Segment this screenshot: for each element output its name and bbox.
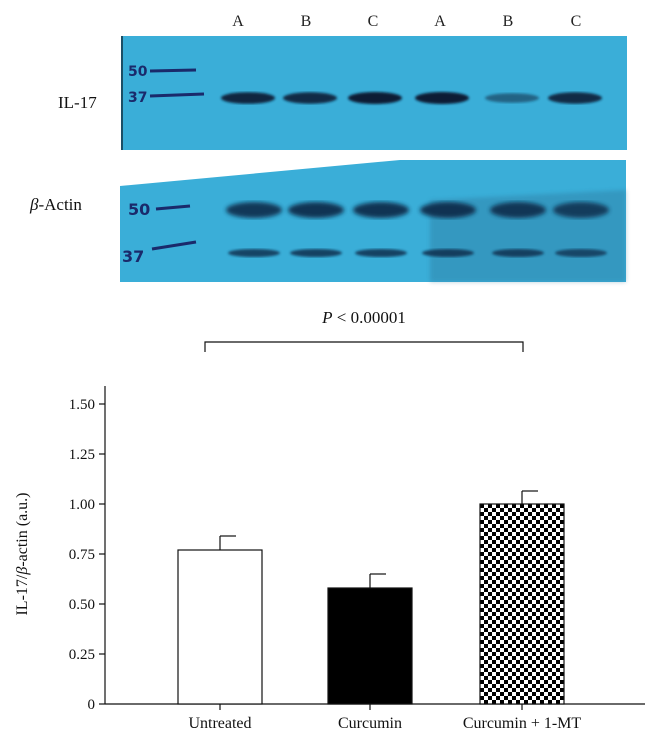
y-tick-label: 0	[88, 697, 96, 713]
actin-band-upper	[420, 202, 476, 218]
p-value-label: P < 0.00001	[321, 308, 406, 327]
x-tick-label: Curcumin + 1-MT	[463, 715, 582, 732]
actin-band-upper	[288, 202, 344, 218]
panel-label-actin: β-Actin	[29, 195, 82, 214]
ylabel-part: IL-17/	[14, 574, 31, 615]
significance-bracket: P < 0.00001	[204, 308, 524, 352]
marker-tick	[149, 68, 197, 73]
x-tick-label: Curcumin	[338, 715, 402, 732]
marker-label: 37	[128, 90, 147, 106]
y-tick-label: 0.50	[69, 597, 95, 613]
actin-band-upper	[226, 202, 282, 218]
actin-bands	[226, 202, 609, 257]
label-rest: IL-17	[58, 93, 97, 112]
actin-band-lower	[555, 249, 607, 257]
actin-band-lower	[228, 249, 280, 257]
bar	[177, 549, 263, 705]
marker-ladder: 50 37	[122, 200, 197, 266]
lane-labels: A B C A B C	[232, 13, 581, 30]
chart-axes: 0 0.25 0.50 0.75 1.00 1.25 1.50	[69, 386, 645, 713]
lane-label: A	[232, 13, 244, 30]
il17-band	[283, 92, 337, 104]
y-tick-label: 1.25	[69, 447, 95, 463]
x-tick-labels: Untreated Curcumin Curcumin + 1-MT	[188, 715, 581, 732]
lane-label: B	[503, 13, 514, 30]
western-blot-figure: A B C A B C IL-17 50 37 β-Actin 50 37	[29, 13, 627, 282]
il17-band	[548, 92, 602, 104]
bar	[327, 587, 413, 705]
il17-band	[485, 93, 539, 103]
il17-band	[415, 92, 469, 104]
actin-band-upper	[353, 202, 409, 218]
ylabel-part: -actin (a.u.)	[14, 492, 31, 566]
y-tick-label: 0.75	[69, 547, 95, 563]
p-italic: P	[321, 308, 332, 327]
actin-band-lower	[355, 249, 407, 257]
y-tick-label: 0.25	[69, 647, 95, 663]
p-rest: < 0.00001	[333, 308, 406, 327]
bracket-line	[204, 341, 524, 352]
il17-band	[221, 92, 275, 104]
marker-tick	[155, 204, 191, 211]
actin-band-lower	[290, 249, 342, 257]
actin-blot-panel: β-Actin 50 37	[29, 160, 626, 282]
actin-band-upper	[490, 202, 546, 218]
y-axis-label: IL-17/β-actin (a.u.)	[14, 492, 31, 615]
il17-band	[348, 92, 402, 104]
marker-label: 50	[128, 64, 148, 80]
label-italic-prefix: β	[29, 195, 39, 214]
actin-band-lower	[422, 249, 474, 257]
y-tick-label: 1.00	[69, 497, 95, 513]
label-rest: -Actin	[38, 195, 82, 214]
panel-label-il17: IL-17	[58, 93, 97, 112]
x-tick-label: Untreated	[188, 715, 251, 732]
il17-bands	[221, 92, 602, 104]
marker-label: 37	[122, 247, 144, 266]
marker-ladder: 50 37	[128, 64, 205, 106]
lane-label: B	[301, 13, 312, 30]
lane-label: C	[571, 13, 582, 30]
lane-label: A	[434, 13, 446, 30]
y-tick-label: 1.50	[69, 397, 95, 413]
actin-band-lower	[492, 249, 544, 257]
marker-label: 50	[128, 200, 150, 219]
chart-bars	[177, 490, 565, 705]
il17-blot-panel: IL-17 50 37	[58, 36, 627, 150]
marker-tick	[149, 92, 205, 98]
lane-label: C	[368, 13, 379, 30]
bar	[479, 503, 565, 705]
marker-tick	[151, 240, 197, 251]
actin-band-upper	[553, 202, 609, 218]
ylabel-part: β	[14, 567, 31, 576]
